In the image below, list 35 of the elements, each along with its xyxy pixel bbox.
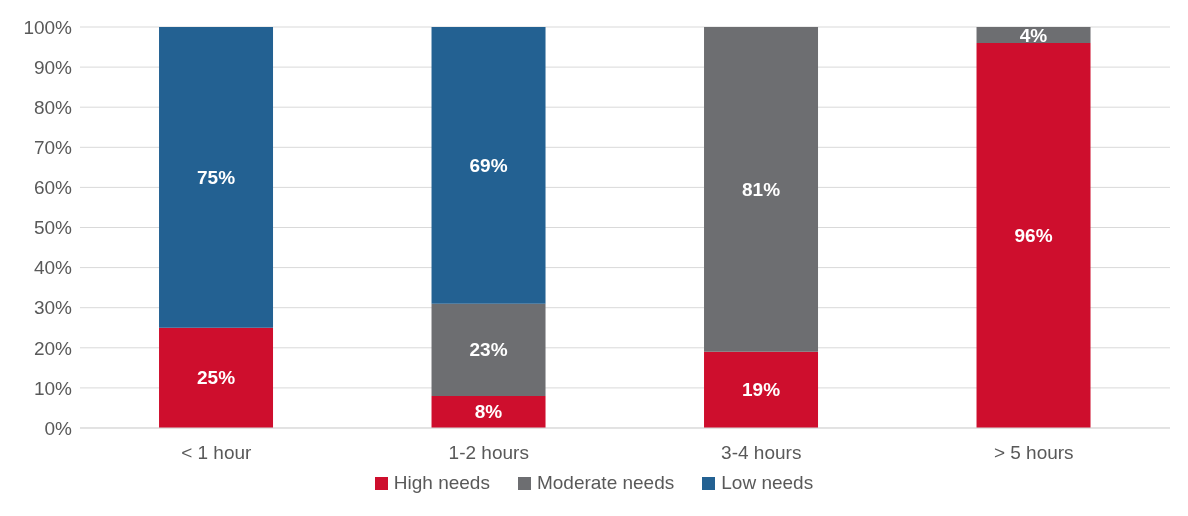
legend-label: High needs bbox=[393, 472, 490, 494]
y-tick-label: 20% bbox=[33, 337, 73, 359]
data-label: 8% bbox=[474, 401, 503, 423]
bar bbox=[431, 395, 546, 428]
y-tick-label: 40% bbox=[33, 257, 73, 279]
x-tick-label: < 1 hour bbox=[181, 442, 253, 464]
x-tick-label: > 5 hours bbox=[993, 442, 1074, 464]
bar bbox=[159, 327, 274, 428]
data-label: 25% bbox=[197, 367, 236, 389]
y-tick-label: 90% bbox=[33, 56, 73, 78]
y-tick-label: 70% bbox=[33, 137, 73, 159]
bar bbox=[976, 43, 1091, 428]
bar bbox=[431, 303, 546, 396]
legend-label: Low needs bbox=[721, 472, 814, 494]
x-tick-label: 3-4 hours bbox=[721, 442, 802, 464]
data-label: 69% bbox=[469, 154, 508, 176]
y-tick-label: 10% bbox=[33, 377, 73, 399]
bar bbox=[704, 27, 819, 352]
bar bbox=[159, 27, 274, 328]
data-label: 4% bbox=[1019, 24, 1048, 46]
y-tick-label: 80% bbox=[33, 96, 73, 118]
data-label: 19% bbox=[742, 379, 781, 401]
y-tick-label: 0% bbox=[44, 417, 73, 439]
y-tick-label: 50% bbox=[33, 217, 73, 239]
y-tick-label: 30% bbox=[33, 297, 73, 319]
bar bbox=[704, 351, 819, 428]
bar bbox=[431, 27, 546, 304]
x-tick-label: 1-2 hours bbox=[448, 442, 529, 464]
y-tick-label: 100% bbox=[23, 16, 73, 38]
data-label: 23% bbox=[469, 339, 508, 361]
data-label: 96% bbox=[1014, 225, 1053, 247]
y-tick-label: 60% bbox=[33, 177, 73, 199]
data-label: 81% bbox=[742, 178, 781, 200]
legend-label: Moderate needs bbox=[536, 472, 675, 494]
data-label: 75% bbox=[197, 166, 236, 188]
